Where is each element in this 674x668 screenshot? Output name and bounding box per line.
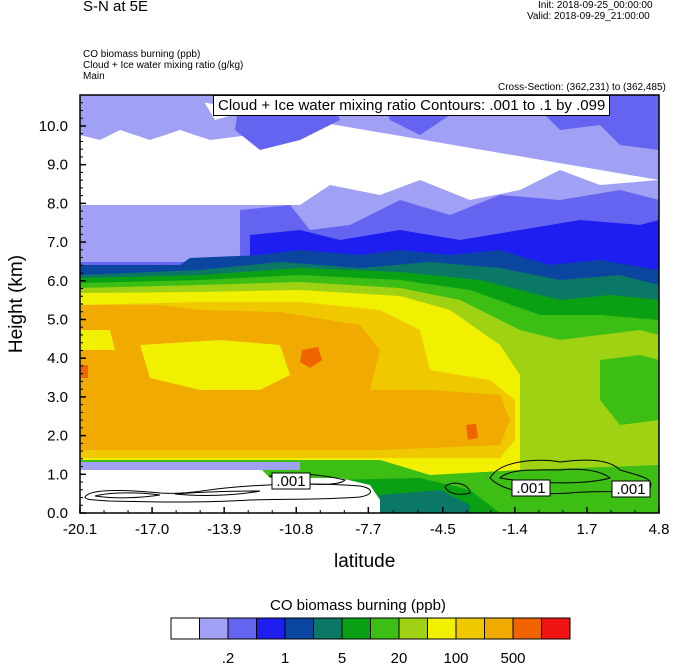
colorbar-swatch	[284, 617, 314, 640]
valid-time: Valid: 2018-09-29_21:00:00	[527, 11, 650, 22]
x-tick-label: -13.9	[207, 521, 241, 538]
x-axis-label: latitude	[334, 551, 396, 572]
x-tick-label: -20.1	[63, 521, 97, 538]
colorbar-label: 1	[281, 650, 289, 667]
colorbar-swatch	[170, 617, 200, 640]
field-name-main: Main	[83, 71, 105, 82]
contour-label: .001	[276, 473, 305, 490]
colorbar-swatch	[512, 617, 542, 640]
x-tick-label: -10.8	[279, 521, 313, 538]
colorbar: .2 1 5 20 100 500	[170, 617, 571, 667]
colorbar-title: CO biomass burning (ppb)	[270, 597, 446, 614]
heatmap-field	[80, 95, 659, 513]
y-tick-label: 7.0	[47, 234, 68, 251]
field-name-co: CO biomass burning (ppb)	[83, 49, 201, 60]
colorbar-label: .2	[222, 650, 235, 667]
colorbar-swatch	[370, 617, 400, 640]
colorbar-swatch	[427, 617, 457, 640]
plot-title: S-N at 5E	[83, 0, 149, 15]
y-tick-label: 1.0	[47, 466, 68, 483]
y-tick-label: 0.0	[47, 505, 68, 522]
y-tick-label: 2.0	[47, 428, 68, 445]
y-axis-label: Height (km)	[6, 254, 27, 354]
colorbar-swatch	[455, 617, 485, 640]
x-tick-label: -17.0	[135, 521, 169, 538]
colorbar-label: 500	[500, 650, 525, 667]
colorbar-swatch	[398, 617, 428, 640]
x-tick-label: -1.4	[502, 521, 528, 538]
colorbar-label: 5	[338, 650, 346, 667]
colorbar-label: 100	[443, 650, 468, 667]
y-tick-label: 6.0	[47, 273, 68, 290]
y-tick-label: 5.0	[47, 311, 68, 328]
x-tick-label: 4.8	[649, 521, 670, 538]
colorbar-swatch	[313, 617, 343, 640]
cross-section-label: Cross-Section: (362,231) to (362,485)	[498, 82, 666, 93]
field-name-cloud: Cloud + Ice water mixing ratio (g/kg)	[83, 60, 244, 71]
y-axis: 0.0 1.0 2.0 3.0 4.0 5.0 6.0 7.0 8.0 9.0 10.0	[39, 94, 86, 522]
contour-labels: .001 .001 .001	[271, 472, 651, 498]
x-tick-label: 1.7	[576, 521, 597, 538]
cloud-contours	[84, 459, 652, 503]
colorbar-swatch	[541, 617, 571, 640]
init-time: Init: 2018-09-25_00:00:00	[538, 0, 653, 11]
colorbar-swatch	[199, 617, 229, 640]
y-tick-label: 8.0	[47, 195, 68, 212]
x-axis: -20.1 -17.0 -13.9 -10.8 -7.7 -4.5 -1.4 1.7 4.8	[63, 507, 670, 538]
colorbar-swatch	[341, 617, 371, 640]
y-tick-label: 4.0	[47, 350, 68, 367]
contour-label: .001	[616, 481, 645, 498]
contour-label: .001	[516, 480, 545, 497]
y-tick-label: 3.0	[47, 389, 68, 406]
x-tick-label: -7.7	[355, 521, 381, 538]
contour-info-label: Cloud + Ice water mixing ratio Contours:…	[213, 95, 611, 116]
colorbar-swatch	[227, 617, 257, 640]
y-tick-label: 10.0	[39, 118, 68, 135]
x-tick-label: -4.5	[430, 521, 456, 538]
y-tick-label: 9.0	[47, 157, 68, 174]
colorbar-label: 20	[391, 650, 408, 667]
colorbar-swatch	[484, 617, 514, 640]
colorbar-swatch	[256, 617, 286, 640]
